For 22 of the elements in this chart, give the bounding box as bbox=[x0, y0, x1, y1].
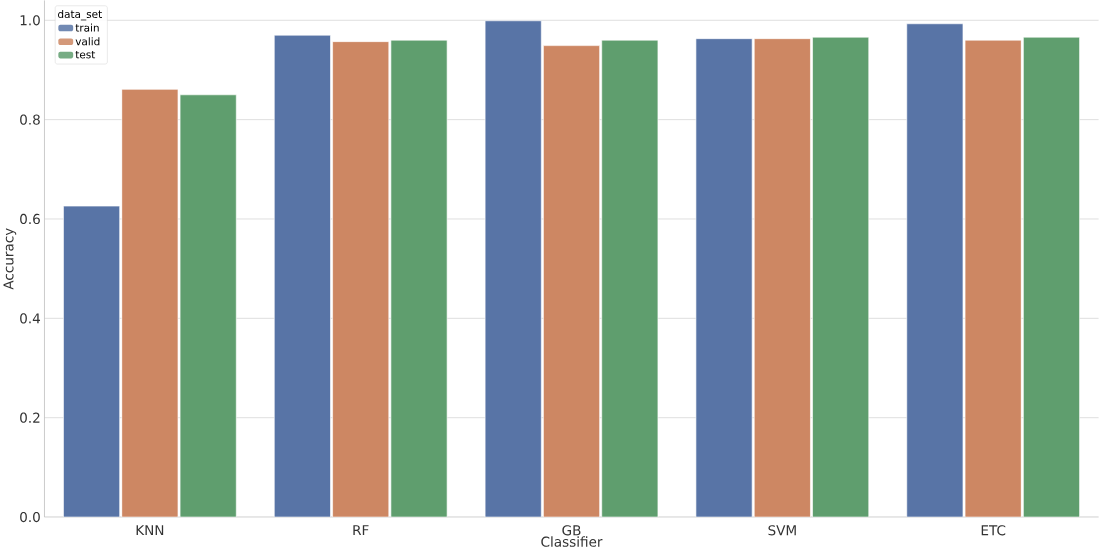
y-tick-label: 0.2 bbox=[20, 412, 40, 423]
bar bbox=[753, 38, 811, 517]
y-tick-label: 1.0 bbox=[20, 14, 40, 26]
y-axis-title: Accuracy bbox=[3, 227, 17, 290]
x-tick-label: SVM bbox=[768, 525, 796, 536]
bar bbox=[121, 88, 179, 517]
y-tick-label: 0.4 bbox=[20, 313, 41, 324]
legend-label: valid bbox=[75, 37, 100, 46]
bar bbox=[332, 41, 390, 517]
x-tick-label: RF bbox=[353, 525, 369, 535]
legend-title: data_set bbox=[58, 9, 102, 21]
x-axis-title: Classifier bbox=[541, 536, 603, 547]
y-tick-label: 0.8 bbox=[20, 114, 40, 125]
legend-label: train bbox=[75, 23, 99, 32]
legend-label: test bbox=[75, 50, 96, 59]
x-tick-label: KNN bbox=[136, 525, 164, 535]
bar bbox=[543, 45, 600, 517]
x-tick-label: ETC bbox=[981, 525, 1006, 536]
y-tick-label: 0.0 bbox=[20, 511, 40, 523]
bar bbox=[964, 39, 1022, 517]
y-tick-label: 0.6 bbox=[20, 213, 40, 224]
x-tick-label: GB bbox=[562, 525, 581, 536]
